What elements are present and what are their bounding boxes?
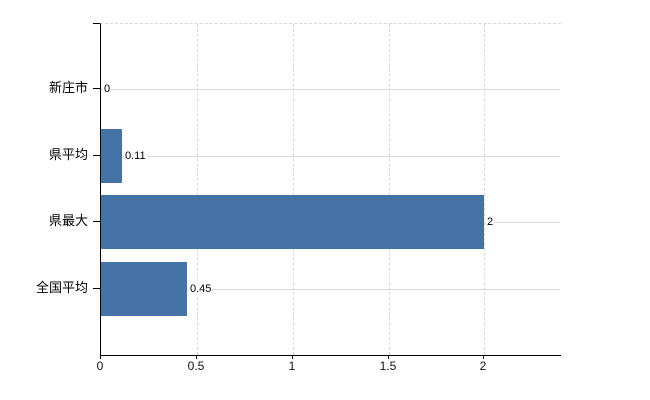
bar xyxy=(101,262,187,316)
bar xyxy=(101,129,122,183)
gridline-vertical xyxy=(197,24,198,355)
y-axis-tick xyxy=(93,155,100,156)
x-axis-tick-label: 0 xyxy=(96,359,104,373)
gridline-horizontal xyxy=(101,289,560,290)
category-label: 県平均 xyxy=(48,147,88,162)
x-axis-tick xyxy=(100,355,101,359)
x-axis-tick xyxy=(388,355,389,359)
value-label: 2 xyxy=(486,214,495,230)
category-label: 全国平均 xyxy=(35,280,88,295)
x-axis-tick-label: 1 xyxy=(288,359,296,373)
x-axis-tick xyxy=(483,355,484,359)
x-axis-tick xyxy=(292,355,293,359)
gridline-horizontal xyxy=(101,89,560,90)
y-axis-tick xyxy=(93,288,100,289)
gridline-vertical xyxy=(293,24,294,355)
y-axis-tick xyxy=(93,221,100,222)
y-axis-tick xyxy=(93,88,100,89)
plot-area: 0 0.11 2 0.45 xyxy=(100,23,561,356)
value-label: 0.11 xyxy=(124,148,147,164)
category-label: 県最大 xyxy=(48,213,88,228)
value-label: 0.45 xyxy=(189,281,213,297)
bar xyxy=(101,195,484,249)
gridline-vertical xyxy=(389,24,390,355)
x-axis-tick-label: 1.5 xyxy=(379,359,397,373)
gridline-vertical xyxy=(484,24,485,355)
x-axis-tick-label: 0.5 xyxy=(187,359,205,373)
y-axis-tick xyxy=(93,23,100,24)
category-label: 新庄市 xyxy=(48,80,88,95)
value-label: 0 xyxy=(103,81,112,97)
x-axis-tick-label: 2 xyxy=(479,359,487,373)
x-axis-tick xyxy=(196,355,197,359)
gridline-horizontal xyxy=(101,156,560,157)
